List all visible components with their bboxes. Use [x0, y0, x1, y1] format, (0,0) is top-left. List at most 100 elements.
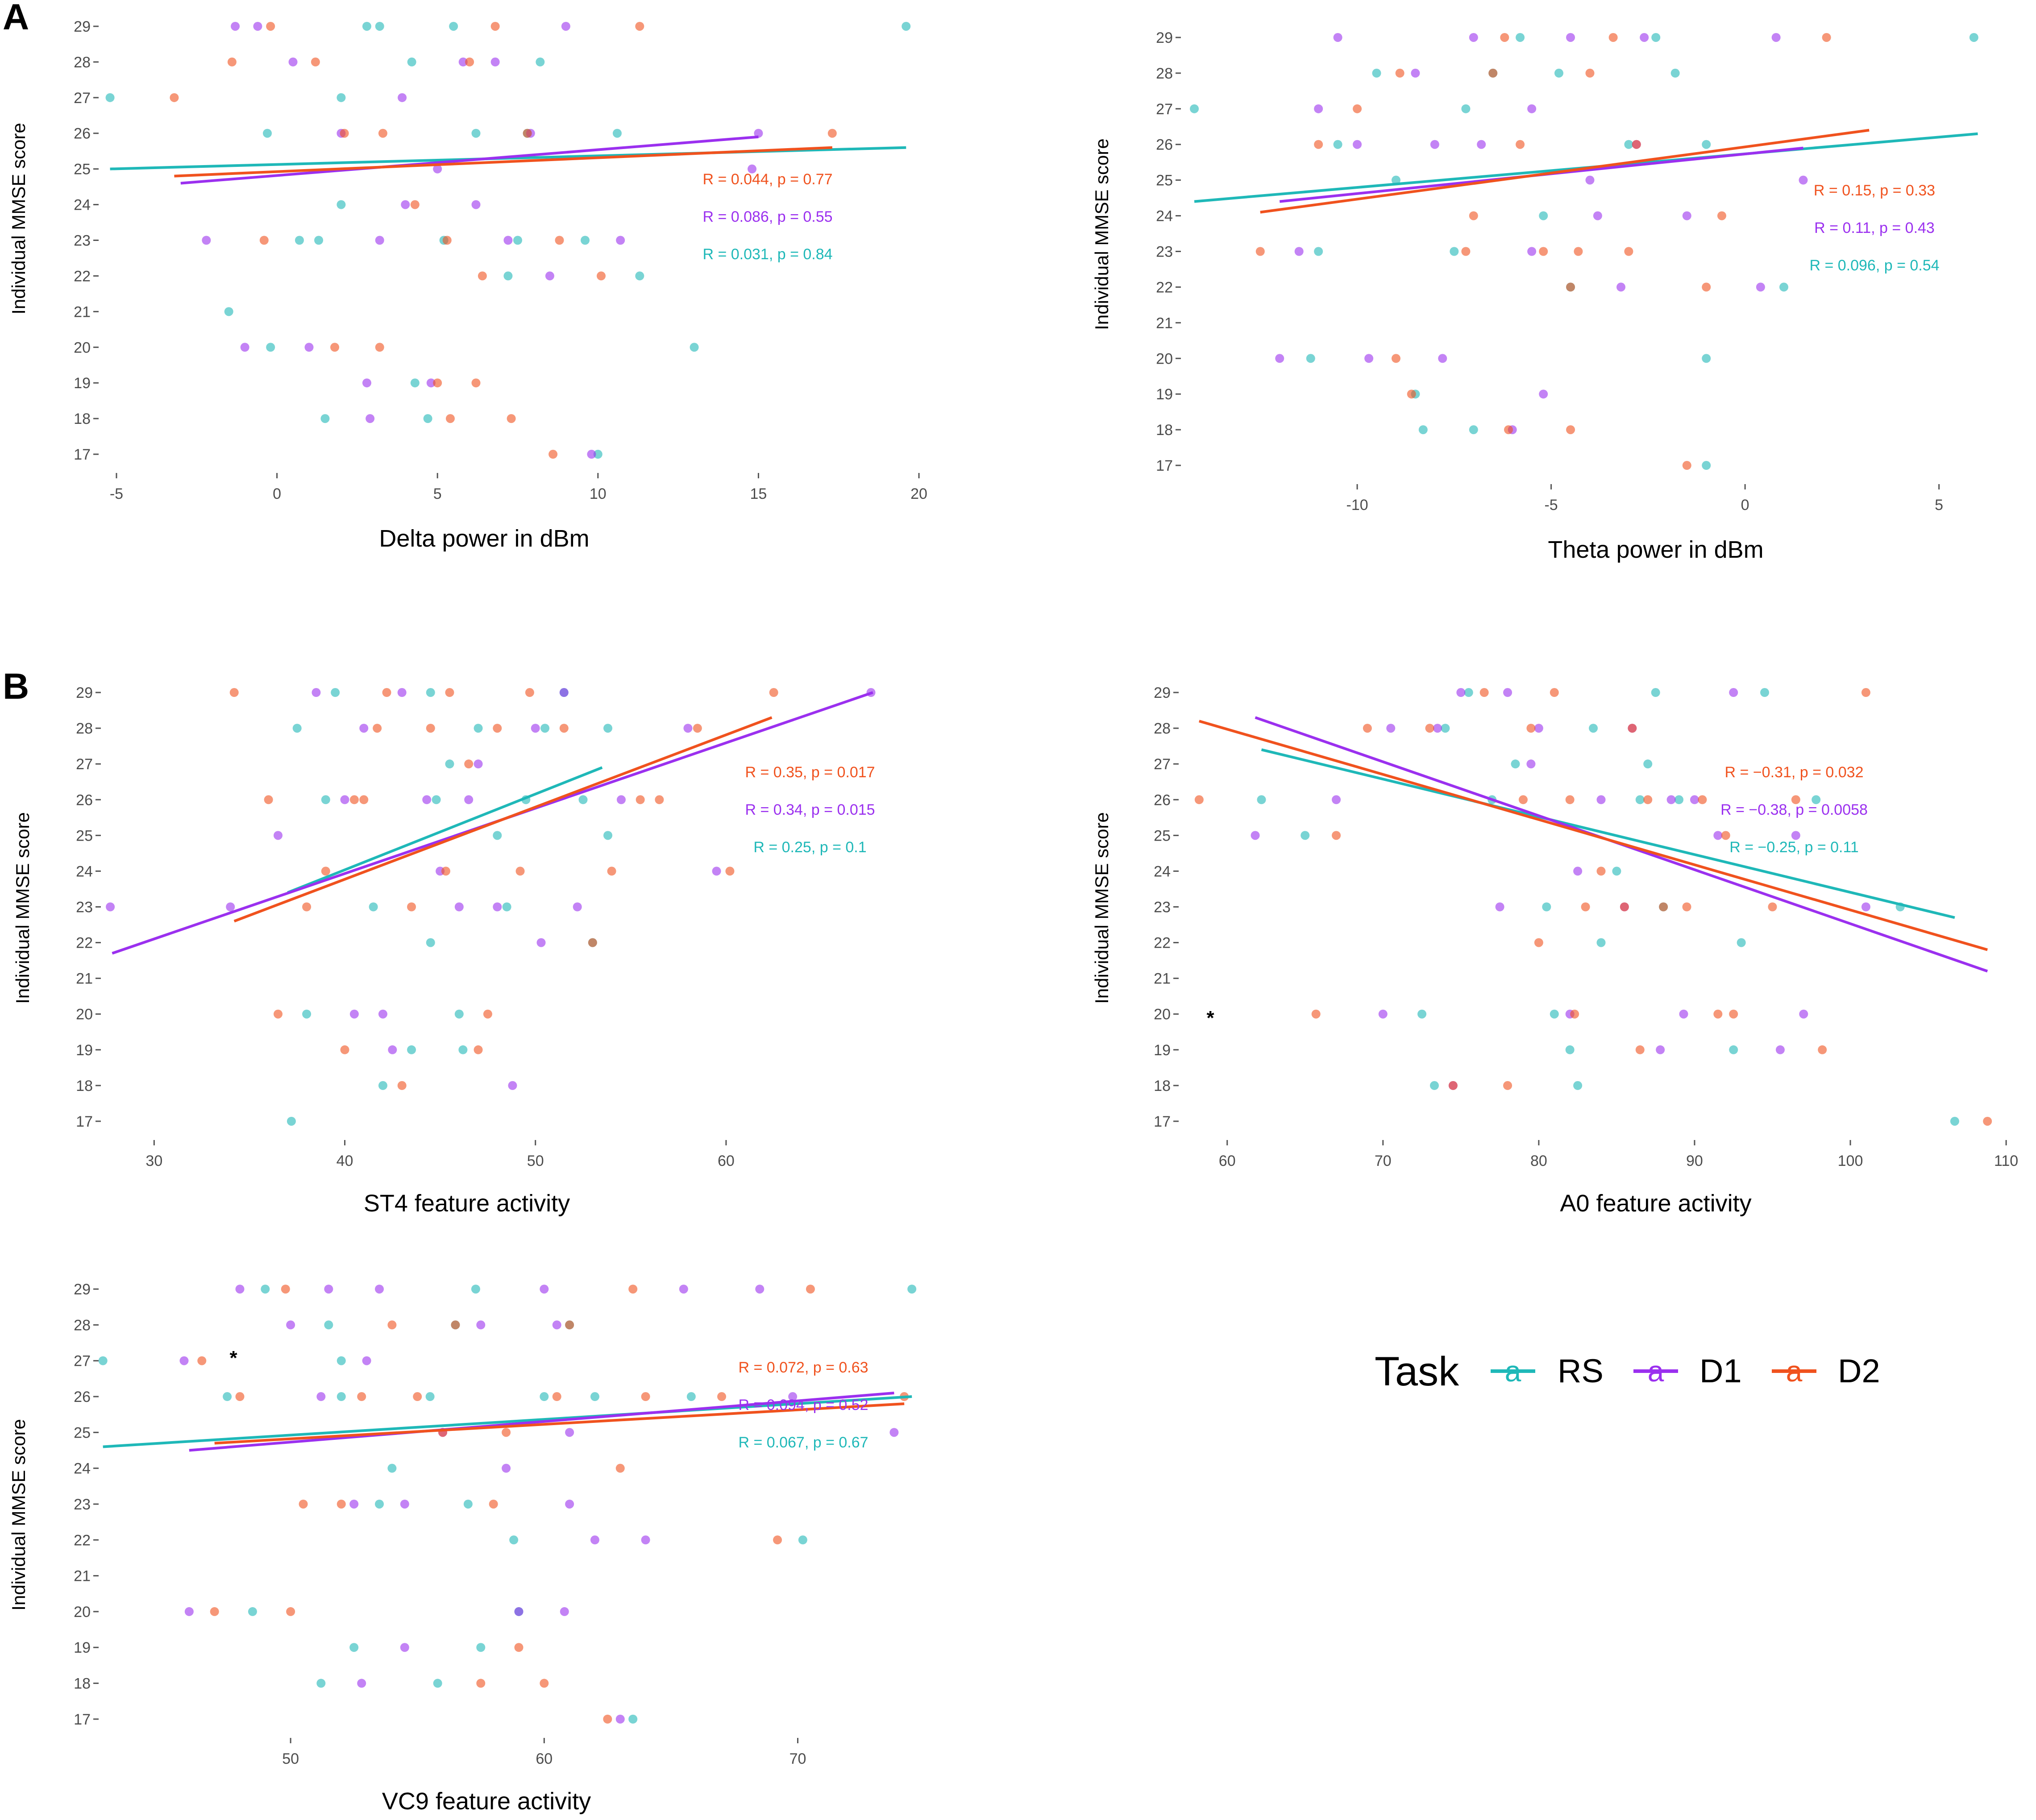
data-point-d1	[202, 236, 211, 245]
x-tick-label: 110	[1994, 1153, 2018, 1169]
data-point-d1	[1438, 354, 1447, 363]
y-tick-label: 17	[1156, 457, 1173, 474]
y-axis-title: Individual MMSE score	[1091, 138, 1112, 330]
y-tick-label: 23	[74, 232, 91, 249]
data-point-d2	[1729, 1009, 1738, 1019]
data-point-d2	[552, 1392, 561, 1401]
data-point-rs	[292, 724, 302, 733]
legend-item-d1: a D1	[1633, 1352, 1742, 1389]
data-point-d1	[288, 57, 298, 66]
chart-theta: 17 18 19 20 21 22 23 24 25 26 27 28 29 -10 -5 0 5 Theta p…	[1091, 29, 1978, 563]
data-point-d1	[1333, 33, 1342, 42]
data-point-d2	[773, 1535, 782, 1545]
x-tick-label: 15	[750, 485, 767, 502]
data-point-d2	[340, 129, 349, 138]
data-point-rs	[410, 378, 420, 388]
y-tick-label: 19	[1154, 1042, 1171, 1059]
data-point-d2	[1574, 247, 1583, 256]
data-point-d2	[1565, 795, 1575, 804]
data-point-rs	[1760, 688, 1770, 697]
data-point-d2	[227, 57, 237, 66]
y-tick-label: 26	[74, 125, 91, 142]
data-point-d1	[1495, 902, 1504, 912]
data-point-d2	[1395, 68, 1404, 78]
data-point-d2	[559, 724, 569, 733]
stat-label-d1: R = 0.34, p = 0.015	[745, 801, 875, 818]
data-point-rs	[433, 1679, 442, 1688]
data-point-d1	[388, 1045, 397, 1054]
data-point-d1	[474, 759, 483, 769]
data-point-rs	[266, 343, 275, 352]
y-tick-label: 24	[1154, 863, 1171, 880]
data-point-rs	[224, 307, 233, 316]
data-point-d1	[1656, 1045, 1665, 1054]
data-point-d2	[1585, 68, 1595, 78]
data-point-d1	[1861, 902, 1870, 912]
x-tick-label: 5	[1935, 497, 1943, 514]
stat-label-d2: R = −0.31, p = 0.032	[1725, 764, 1864, 781]
data-point-d1	[1430, 140, 1439, 149]
data-point-d1	[1596, 795, 1606, 804]
data-point-d1	[1294, 247, 1304, 256]
data-point-d1	[1640, 33, 1649, 42]
data-point-d2	[1526, 724, 1536, 733]
data-point-d2	[445, 688, 454, 697]
fit-line-d2	[1260, 129, 1870, 214]
data-point-d2	[641, 1392, 650, 1401]
data-point-d1	[616, 795, 626, 804]
data-point-d2	[1407, 390, 1416, 399]
data-point-rs	[1702, 461, 1711, 470]
data-point-d1	[1332, 795, 1341, 804]
data-point-d2	[615, 1463, 625, 1473]
y-tick-label: 22	[1154, 935, 1171, 952]
data-point-d2	[540, 1679, 549, 1688]
data-point-rs	[612, 129, 622, 138]
data-point-d2	[607, 866, 616, 876]
data-point-d1	[401, 200, 410, 209]
y-tick-label: 26	[74, 1389, 91, 1405]
data-point-rs	[503, 271, 513, 281]
data-point-rs	[320, 414, 330, 423]
y-tick-label: 17	[76, 1113, 93, 1130]
data-point-rs	[362, 21, 371, 31]
data-point-d1	[359, 724, 369, 733]
data-point-d2	[693, 724, 702, 733]
data-point-d1	[616, 236, 625, 245]
stat-label-d1: R = −0.38, p = 0.0058	[1720, 801, 1868, 818]
data-point-d1	[106, 902, 115, 912]
significance-marker: *	[229, 1347, 237, 1369]
data-point-rs	[690, 343, 699, 352]
y-tick-label: 24	[76, 863, 93, 880]
data-point-rs	[1670, 68, 1680, 78]
data-point-d1	[398, 93, 407, 102]
data-point-d2	[1713, 1009, 1723, 1019]
fit-line-rs	[103, 1395, 912, 1448]
chart-delta: 17 18 19 20 21 22 23 24 25 26 27 28 29 -5 0 5 10 15 20 Delt…	[8, 18, 927, 552]
data-point-d1	[422, 795, 432, 804]
data-point-d2	[382, 688, 391, 697]
data-point-rs	[907, 1285, 917, 1294]
y-tick-label: 19	[1156, 386, 1173, 403]
data-point-d2	[321, 866, 330, 876]
data-point-d2	[478, 271, 487, 281]
y-tick-label: 17	[1154, 1113, 1171, 1130]
data-point-rs	[1417, 1009, 1427, 1019]
data-point-d1	[400, 1499, 409, 1509]
data-point-d2	[441, 866, 450, 876]
data-point-d2	[628, 1285, 638, 1294]
data-point-rs	[1542, 902, 1551, 912]
data-point-d1	[458, 57, 468, 66]
data-point-rs	[375, 21, 384, 31]
data-point-rs	[540, 724, 550, 733]
data-point-d1	[1275, 354, 1284, 363]
data-point-d2	[1570, 1009, 1579, 1019]
data-point-d2	[302, 902, 312, 912]
data-point-rs	[635, 271, 644, 281]
fit-line-rs	[287, 766, 603, 894]
y-tick-label: 21	[1156, 315, 1173, 332]
data-point-d2	[286, 1607, 295, 1616]
data-point-d1	[304, 343, 314, 352]
data-point-d2	[1566, 425, 1575, 435]
data-point-d1	[493, 902, 502, 912]
data-point-d2	[1363, 724, 1372, 733]
